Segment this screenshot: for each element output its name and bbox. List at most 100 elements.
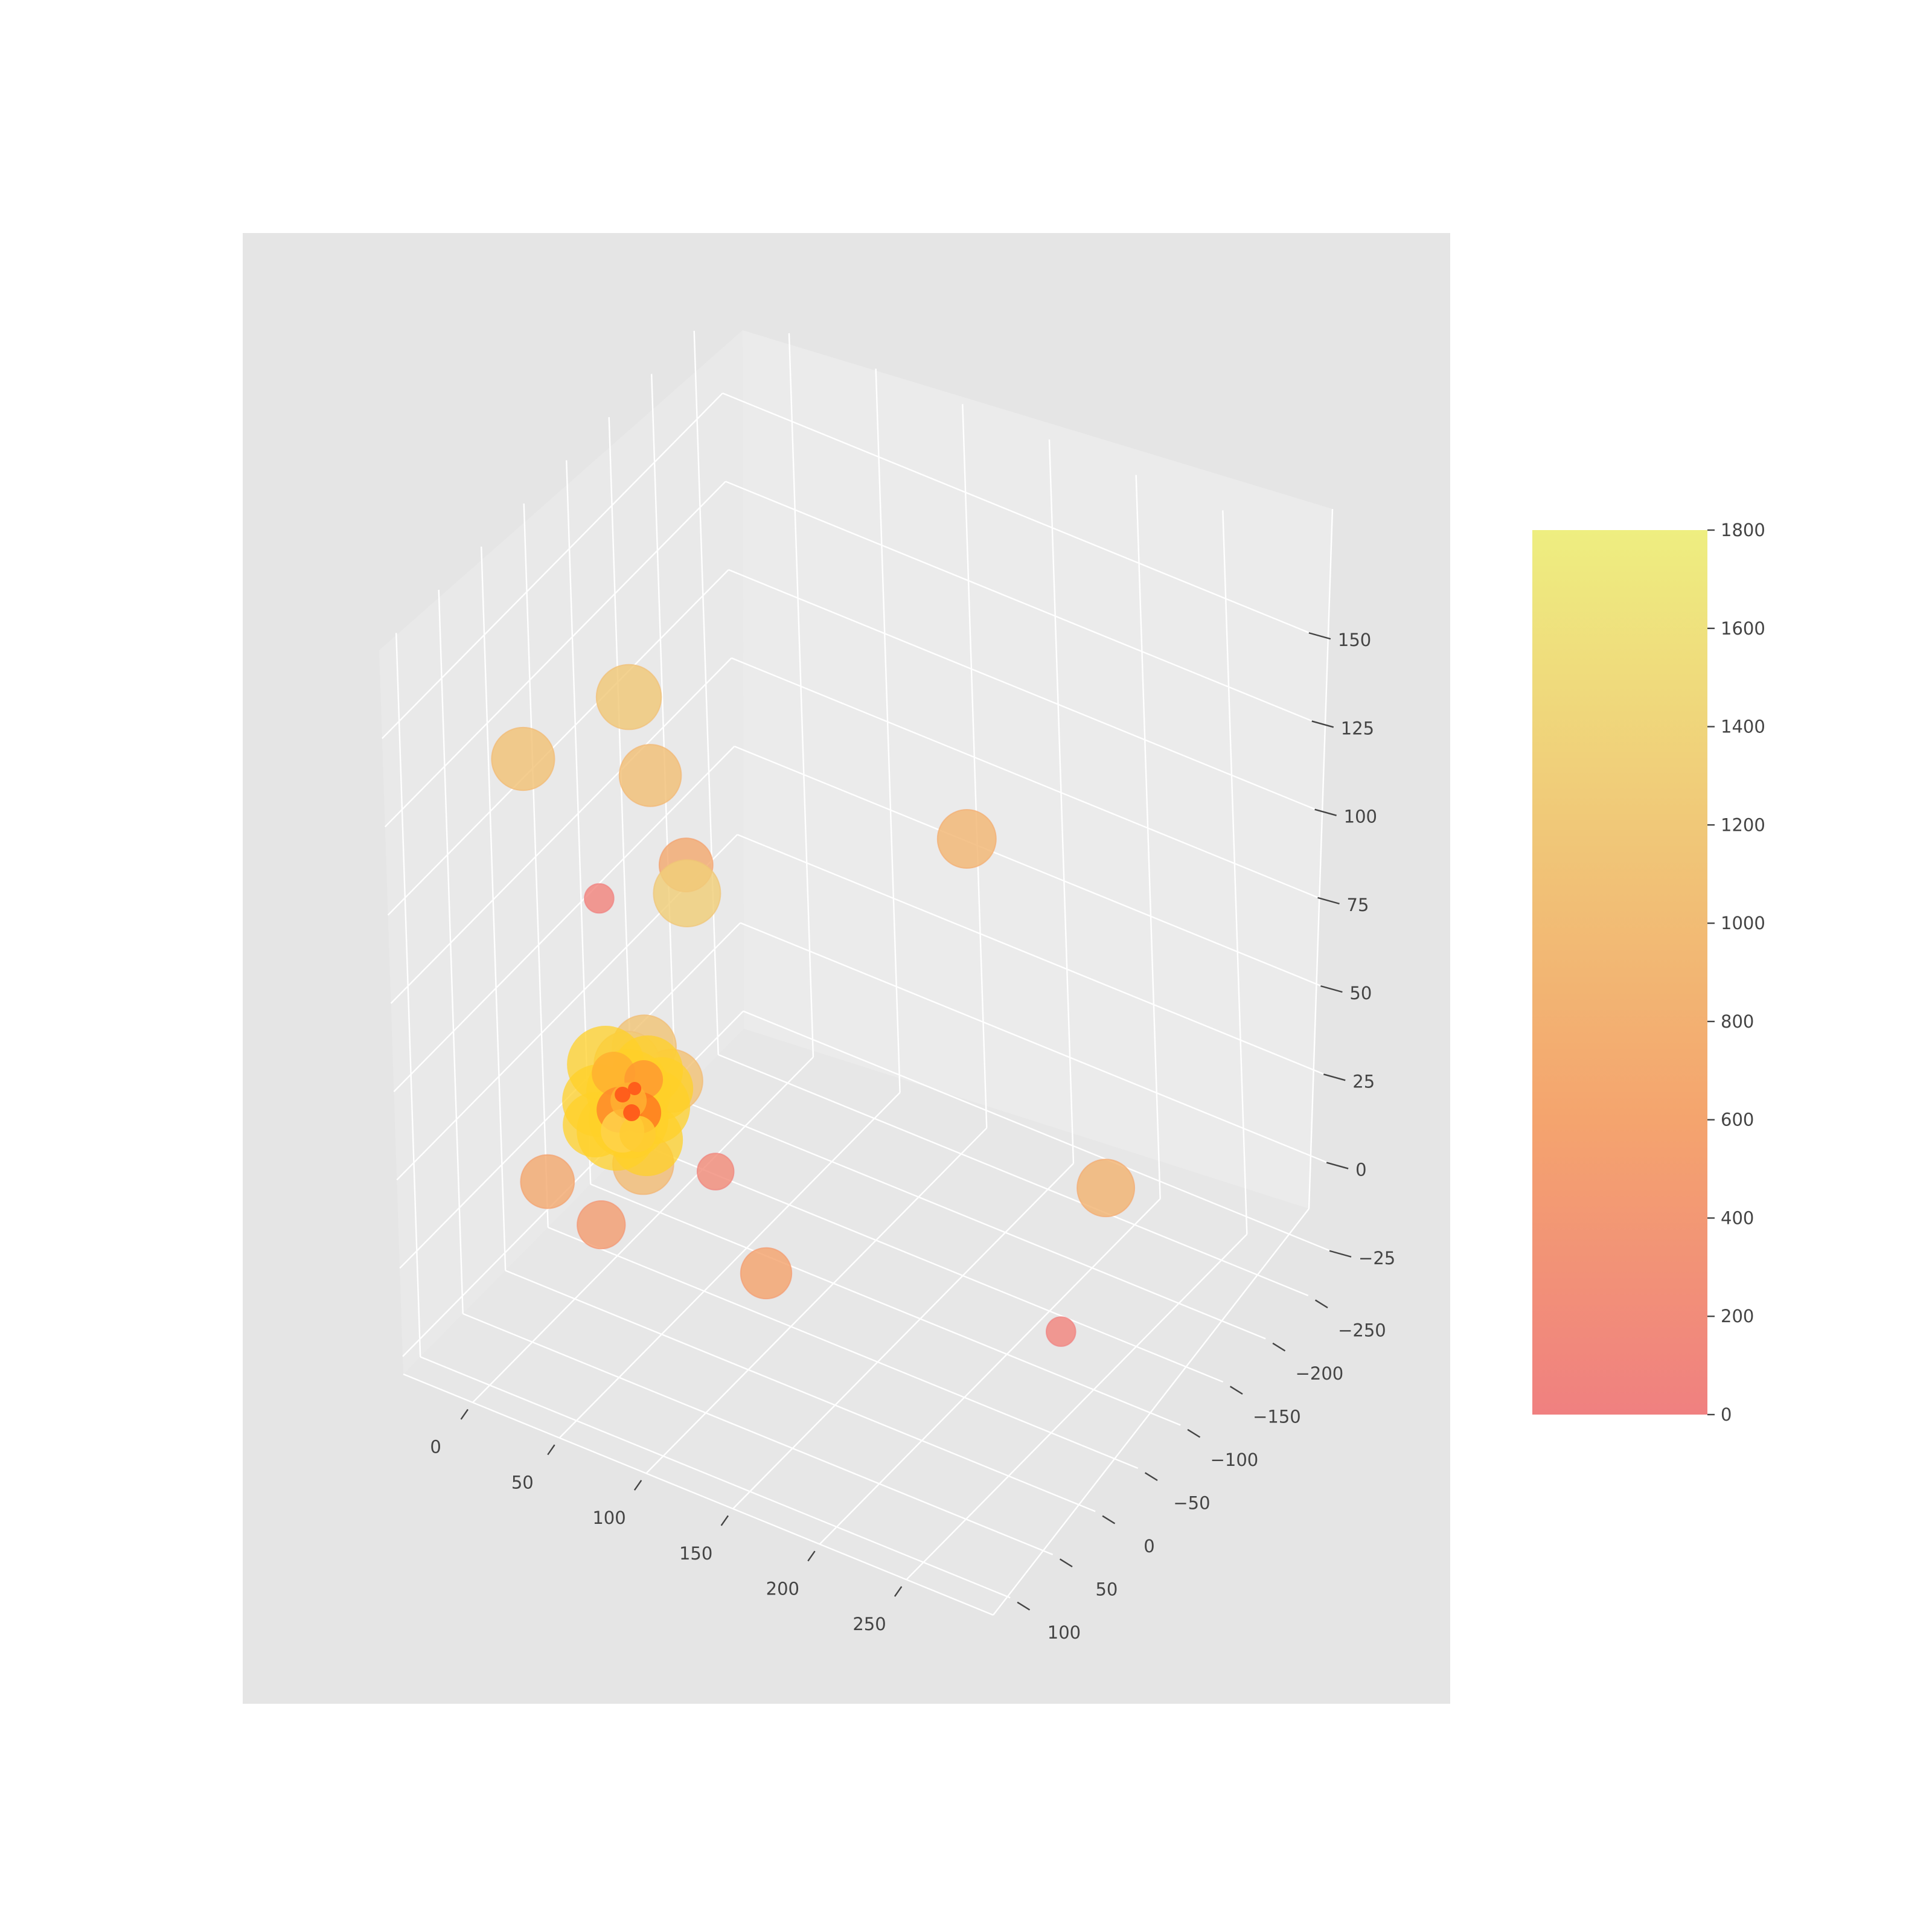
y-grid-floor	[718, 1054, 1309, 1297]
z-tick-mark	[1308, 632, 1331, 640]
y-grid-left	[523, 503, 549, 1227]
y-tick-label: −150	[1253, 1407, 1301, 1427]
data-point	[618, 744, 682, 807]
z-grid-back	[725, 481, 1316, 723]
colorbar-tick-label: 1200	[1721, 814, 1765, 835]
x-grid-floor	[558, 1092, 901, 1439]
y-grid-floor	[590, 1183, 1181, 1426]
x-grid-back	[1222, 510, 1248, 1235]
y-tick-label: −100	[1211, 1450, 1259, 1470]
x-grid-back	[1048, 439, 1075, 1164]
z-tick-label: 0	[1355, 1160, 1366, 1180]
z-tick-mark	[1314, 808, 1337, 816]
y-tick-mark	[1187, 1428, 1201, 1438]
cluster-point	[615, 1087, 631, 1103]
z-grid-back	[740, 922, 1331, 1165]
cluster-point	[623, 1104, 641, 1122]
z-tick-label: 75	[1347, 895, 1369, 915]
y-axis-line	[993, 1208, 1310, 1616]
z-grid-left	[382, 392, 723, 740]
x-grid-floor	[645, 1127, 988, 1474]
x-tick-mark	[547, 1444, 555, 1456]
y-grid-floor	[675, 1097, 1266, 1340]
x-tick-label: 100	[592, 1508, 625, 1528]
z-grid-left	[384, 481, 726, 828]
y-grid-left	[481, 546, 507, 1271]
x-axis-line	[403, 1373, 994, 1616]
data-point	[1046, 1316, 1076, 1347]
z-grid-left	[387, 569, 729, 916]
data-point	[653, 859, 721, 927]
y-tick-mark	[1017, 1601, 1031, 1611]
y-tick-label: −50	[1173, 1493, 1210, 1514]
data-point	[577, 1200, 626, 1250]
colorbar-tick-label: 1400	[1721, 717, 1765, 737]
data-point	[740, 1247, 793, 1300]
tick-labels: 050100150200250−250−200−150−100−50050100…	[430, 630, 1395, 1643]
z-tick-label: 125	[1341, 718, 1374, 738]
colorbar-tick-label: 400	[1721, 1208, 1754, 1228]
y-grid-left	[395, 633, 421, 1357]
x-tick-label: 250	[852, 1614, 886, 1634]
x-grid-back	[962, 404, 988, 1128]
z-tick-label: 100	[1344, 807, 1377, 827]
colorbar-tick-label: 1600	[1721, 618, 1765, 639]
x-grid-floor	[819, 1198, 1161, 1545]
y-tick-label: 0	[1144, 1536, 1154, 1556]
y-tick-label: 50	[1095, 1579, 1118, 1600]
z-tick-mark	[1320, 985, 1343, 993]
colorbar-tick-label: 1000	[1721, 913, 1765, 933]
x-tick-mark	[807, 1550, 816, 1562]
colorbar-tick-label: 600	[1721, 1110, 1754, 1130]
colorbar-tick-label: 1800	[1721, 520, 1765, 540]
z-tick-mark	[1326, 1162, 1349, 1169]
data-point	[520, 1154, 575, 1209]
colorbar: 0 200 400 600 800 1000 1200 1400 1600 1800	[1532, 520, 1765, 1425]
y-grid-left	[651, 374, 677, 1098]
x-tick-label: 50	[511, 1472, 534, 1492]
y-tick-mark	[1144, 1472, 1158, 1482]
y-tick-mark	[1229, 1386, 1243, 1395]
x-tick-mark	[720, 1515, 729, 1526]
y-tick-label: 100	[1048, 1622, 1081, 1643]
z-axis-line	[1308, 508, 1334, 1209]
data-points	[491, 664, 1136, 1347]
x-tick-label: 0	[430, 1437, 441, 1457]
colorbar-tick-label: 800	[1721, 1011, 1754, 1032]
colorbar-tick-label: 200	[1721, 1306, 1754, 1326]
data-point	[595, 664, 662, 731]
z-grid-back	[722, 392, 1313, 635]
data-point	[1076, 1159, 1136, 1218]
cluster-point	[619, 1116, 656, 1153]
y-grid-floor	[462, 1313, 1054, 1556]
z-tick-label: −25	[1358, 1248, 1395, 1268]
y-tick-label: −200	[1296, 1363, 1344, 1384]
z-grid-back	[728, 569, 1319, 811]
z-tick-mark	[1311, 720, 1334, 728]
x-tick-mark	[633, 1480, 642, 1491]
y-grid-left	[693, 330, 719, 1055]
data-point	[936, 809, 997, 869]
x-grid-back	[875, 368, 901, 1093]
colorbar-gradient	[1532, 530, 1707, 1415]
z-grid-back	[743, 1010, 1334, 1253]
z-grid-left	[393, 746, 735, 1092]
x-tick-label: 150	[679, 1543, 712, 1564]
y-grid-floor	[505, 1270, 1096, 1512]
data-point	[584, 883, 615, 914]
y-tick-mark	[1102, 1515, 1116, 1524]
z-tick-mark	[1317, 897, 1340, 905]
data-point	[696, 1153, 735, 1191]
y-tick-mark	[1314, 1299, 1328, 1309]
z-grid-left	[390, 657, 732, 1004]
x-tick-mark	[894, 1586, 903, 1597]
x-tick-mark	[460, 1409, 469, 1420]
z-tick-mark	[1323, 1073, 1346, 1081]
y-grid-floor	[420, 1356, 1011, 1599]
back-pane	[743, 330, 1332, 1209]
y-tick-label: −250	[1338, 1320, 1386, 1341]
tick-marks	[460, 632, 1352, 1611]
z-grid-back	[734, 745, 1325, 988]
z-grid-back	[737, 834, 1328, 1076]
x-grid-back	[1135, 475, 1161, 1199]
